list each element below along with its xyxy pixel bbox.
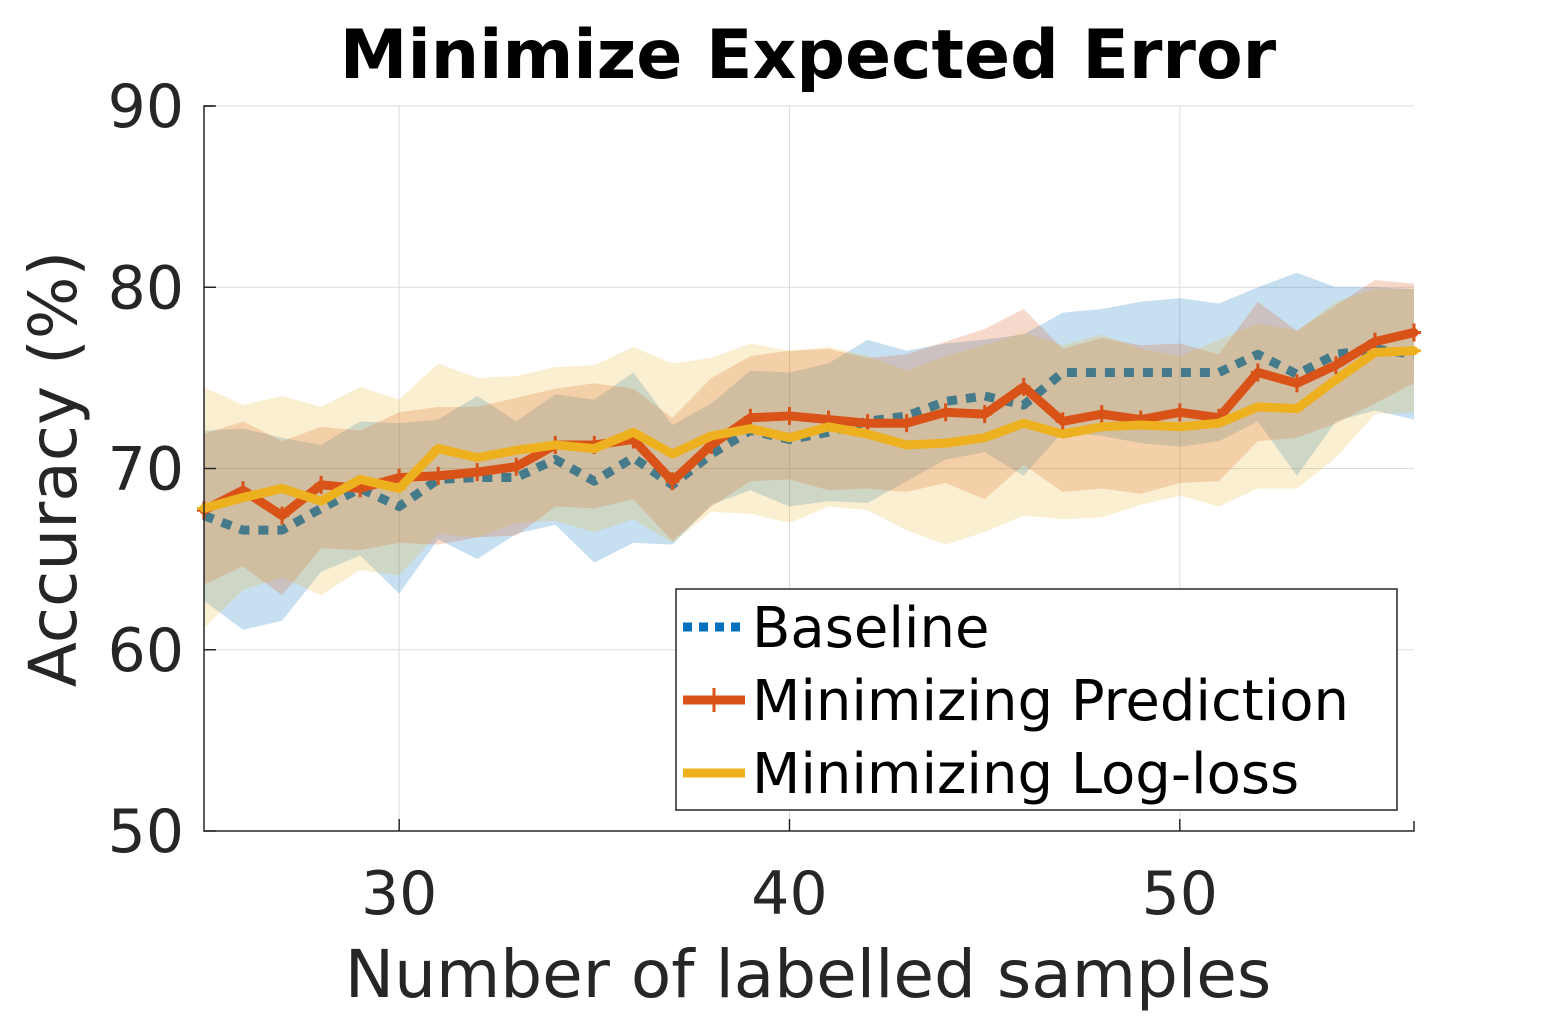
legend-label: Minimizing Prediction bbox=[752, 669, 1349, 734]
x-tick-label: 50 bbox=[1142, 859, 1218, 929]
legend-entries: Baseline Minimizing Prediction Minimizing … bbox=[683, 596, 1349, 807]
x-axis-label: Number of labelled samples bbox=[345, 936, 1271, 1013]
confidence-bands bbox=[204, 272, 1414, 630]
y-tick-label: 90 bbox=[108, 72, 184, 142]
legend-entry-2: Minimizing Prediction bbox=[683, 669, 1349, 734]
series-lines bbox=[197, 323, 1421, 535]
legend: Baseline Minimizing Prediction Minimizing … bbox=[675, 588, 1398, 811]
series-3 bbox=[197, 346, 1421, 513]
y-tick-label: 70 bbox=[108, 435, 184, 505]
y-tick-label: 50 bbox=[108, 797, 184, 867]
legend-entry-1: Baseline bbox=[683, 596, 989, 661]
legend-label: Minimizing Log-loss bbox=[752, 742, 1299, 807]
x-tick-label: 30 bbox=[361, 859, 437, 929]
axes bbox=[203, 105, 1415, 832]
tick-labels: 30 40 50 50 60 70 80 90 bbox=[108, 72, 1218, 929]
confidence-band-1 bbox=[204, 272, 1414, 630]
y-axis-label: Accuracy (%) bbox=[15, 251, 92, 688]
chart-title: Minimize Expected Error bbox=[340, 16, 1277, 95]
y-tick-label: 80 bbox=[108, 253, 184, 323]
legend-label: Baseline bbox=[752, 596, 989, 661]
legend-box bbox=[675, 588, 1398, 811]
x-tick-label: 40 bbox=[751, 859, 827, 929]
y-tick-label: 60 bbox=[108, 616, 184, 686]
legend-entry-3: Minimizing Log-loss bbox=[683, 742, 1299, 807]
